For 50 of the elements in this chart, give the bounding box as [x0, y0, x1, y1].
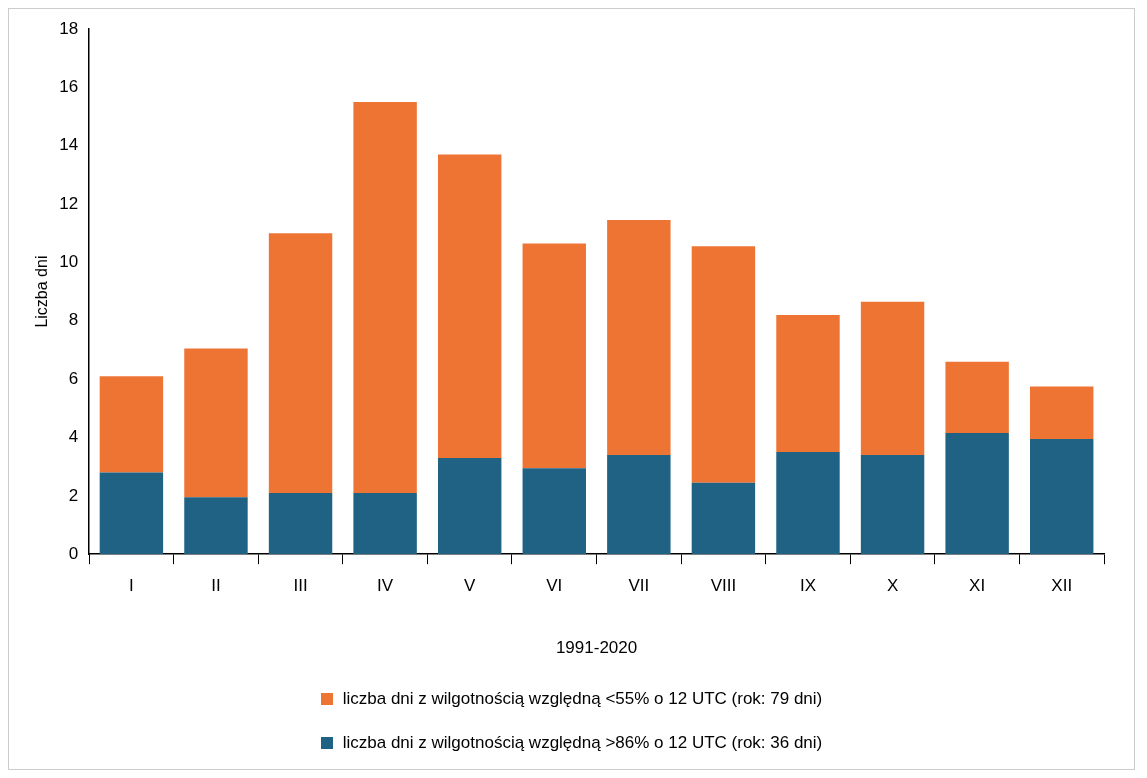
- x-axis-title: 1991-2020: [555, 638, 638, 658]
- legend-label: liczba dni z wilgotnością względną <55% o 12 UTC (rok: 79 dni): [342, 689, 823, 709]
- bar: [99, 472, 164, 555]
- x-tick-label: II: [211, 576, 221, 596]
- bar: [860, 455, 925, 555]
- bar: [945, 361, 1009, 434]
- bar: [776, 452, 840, 555]
- x-tick-label: V: [464, 576, 477, 596]
- bar: [184, 497, 248, 555]
- y-tick-label: 4: [68, 427, 79, 447]
- y-tick-label: 0: [68, 543, 79, 563]
- bar: [1030, 438, 1094, 555]
- y-tick-label: 12: [59, 193, 79, 213]
- bar: [522, 243, 586, 469]
- x-tick-label: VII: [628, 576, 650, 596]
- y-tick-label: 14: [59, 135, 79, 155]
- bar: [691, 482, 756, 555]
- bar: [184, 348, 248, 498]
- bar: [776, 314, 840, 453]
- x-tick-label: VI: [546, 576, 563, 596]
- y-tick-label: 18: [59, 18, 79, 38]
- x-tick-label: IX: [799, 576, 817, 596]
- y-tick-label: 8: [68, 310, 79, 330]
- bar: [437, 457, 502, 555]
- x-tick-label: IV: [377, 576, 394, 596]
- bar: [437, 154, 502, 458]
- x-tick-label: XI: [969, 576, 986, 596]
- bar: [353, 101, 417, 493]
- y-tick-label: 10: [59, 252, 79, 272]
- legend-label: liczba dni z wilgotnością względną >86% o 12 UTC (rok: 36 dni): [342, 733, 823, 753]
- bar: [268, 492, 333, 555]
- y-tick-label: 2: [68, 485, 79, 505]
- bar: [99, 376, 164, 473]
- x-tick-label: X: [886, 576, 899, 596]
- bar: [945, 433, 1009, 555]
- bar: [691, 246, 756, 483]
- bar: [522, 468, 586, 555]
- bar: [1030, 386, 1094, 439]
- y-tick-label: 6: [68, 368, 79, 388]
- bar: [268, 233, 333, 493]
- x-tick-label: I: [129, 576, 134, 596]
- x-tick-label: VIII: [710, 576, 737, 596]
- x-tick-label: III: [293, 576, 308, 596]
- bar: [607, 220, 671, 455]
- y-tick-label: 16: [59, 77, 79, 97]
- bar: [860, 301, 925, 455]
- bar: [607, 455, 671, 555]
- y-axis-title: Liczba dni: [33, 255, 51, 328]
- bar: [353, 492, 417, 555]
- x-tick-label: XII: [1051, 576, 1073, 596]
